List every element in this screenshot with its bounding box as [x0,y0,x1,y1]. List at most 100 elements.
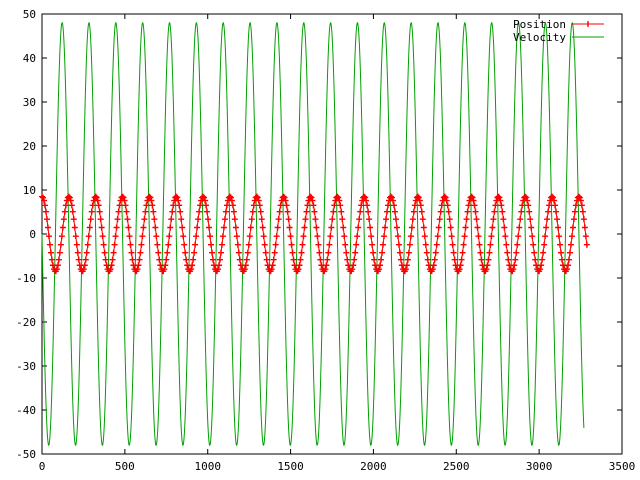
position-point [235,249,242,256]
position-point [170,202,177,209]
position-point [183,256,190,263]
position-point [315,241,322,248]
position-point [93,194,100,201]
position-point [253,193,260,200]
position-point [67,197,74,204]
position-point [381,233,388,240]
position-point [39,194,46,201]
position-point [283,202,290,209]
position-point [143,202,150,209]
position-point [248,216,255,223]
position-point [358,202,365,209]
position-point [290,256,297,263]
position-point [445,208,452,215]
position-point [470,197,477,204]
position-point [85,233,92,240]
position-point [141,216,148,223]
position-point [571,208,578,215]
position-point [376,266,383,273]
y-tick-label: 50 [23,8,36,21]
position-point [74,249,81,256]
position-point [209,249,216,256]
position-point [303,208,310,215]
position-point [262,249,269,256]
position-point [387,193,394,200]
position-point [147,194,154,201]
y-tick-label: -50 [16,448,36,461]
position-point [578,202,585,209]
position-point [367,224,374,231]
position-point [312,216,319,223]
position-point [70,216,77,223]
position-point [241,266,248,273]
position-point [436,216,443,223]
position-point [45,233,52,240]
y-tick-label: 0 [29,228,36,241]
position-point [176,202,183,209]
position-point [491,208,498,215]
position-point [255,197,262,204]
position-point [364,202,371,209]
position-point [66,194,73,201]
position-point [419,216,426,223]
position-point [122,202,129,209]
position-point [383,216,390,223]
position-point [142,208,149,215]
position-point [173,193,180,200]
position-point [61,208,68,215]
position-point [125,224,132,231]
position-point [476,241,483,248]
position-point [276,208,283,215]
position-point [40,197,47,204]
position-point [389,197,396,204]
position-point [53,266,60,273]
position-point [516,224,523,231]
position-point [156,256,163,263]
position-point [259,224,266,231]
position-point [451,256,458,263]
x-tick-label: 3000 [526,460,553,473]
position-point [314,233,321,240]
position-point [206,224,213,231]
position-point [334,193,341,200]
position-point [261,241,268,248]
position-point [541,241,548,248]
position-point [236,256,243,263]
position-point [553,208,560,215]
position-point [515,233,522,240]
position-point [44,224,51,231]
position-point [296,262,303,269]
position-point [72,233,79,240]
position-point [68,202,75,209]
position-point [532,256,539,263]
position-point [181,241,188,248]
position-point [456,266,463,273]
position-point [449,241,456,248]
position-point [437,208,444,215]
position-point [326,241,333,248]
position-point [382,224,389,231]
x-tick-label: 3500 [609,460,636,473]
position-point [477,249,484,256]
position-point [384,208,391,215]
position-point [572,202,579,209]
position-point [471,202,478,209]
position-point [530,241,537,248]
position-point [154,241,161,248]
position-point [43,216,50,223]
legend-label-velocity: Velocity [513,31,566,44]
position-point [214,266,221,273]
position-point [269,262,276,269]
position-point [246,233,253,240]
position-point [551,197,558,204]
position-point [331,202,338,209]
y-tick-label: -30 [16,360,36,373]
position-point [420,224,427,231]
position-point [217,249,224,256]
position-point [550,194,557,201]
y-tick-label: 20 [23,140,36,153]
position-point [127,241,134,248]
position-point [556,233,563,240]
position-point [368,233,375,240]
position-point [56,249,63,256]
